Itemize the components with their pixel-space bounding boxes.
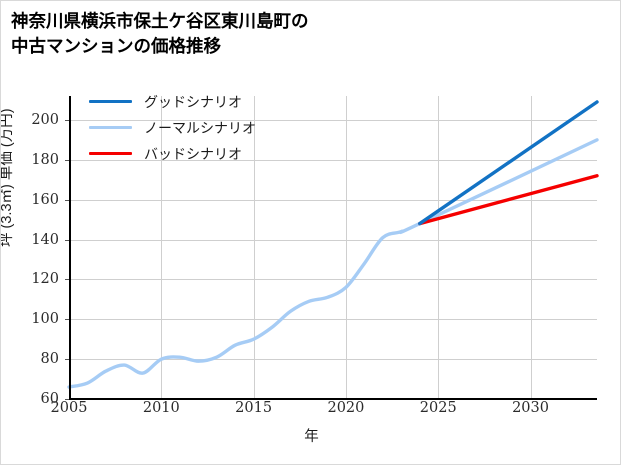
plot-area: 200 180 160 140 120 100 80 60 2005 2010 2015 2020 2…: [31, 96, 599, 416]
y-tick-label: 160: [31, 191, 59, 208]
legend-color-swatch: [89, 151, 132, 156]
y-tick-label: 140: [31, 231, 59, 248]
x-tick-label: 2010: [142, 400, 180, 416]
y-tick-label: 180: [31, 151, 59, 168]
x-tick-label: 2025: [419, 400, 457, 416]
y-axis-line: [69, 96, 71, 399]
y-tick-mark: [65, 239, 69, 241]
gridline-vertical: [253, 96, 255, 399]
x-tick-label: 2015: [235, 400, 273, 416]
legend-item[interactable]: バッドシナリオ: [89, 145, 256, 162]
legend-item[interactable]: グッドシナリオ: [89, 93, 256, 110]
legend-item-label: ノーマルシナリオ: [144, 119, 256, 136]
gridline-horizontal: [69, 199, 597, 201]
x-tick-label: 2020: [327, 400, 365, 416]
y-tick-mark: [65, 119, 69, 121]
gridline-horizontal: [69, 279, 597, 281]
y-tick-label: 60: [40, 391, 59, 407]
x-tick-label: 2005: [50, 400, 88, 416]
legend-color-swatch: [89, 125, 132, 130]
page-title: 神奈川県横浜市保土ケ谷区東川島町の 中古マンションの価格推移: [11, 11, 309, 56]
x-axis-title: 年: [304, 429, 319, 445]
y-tick-mark: [65, 199, 69, 201]
gridline-vertical: [438, 96, 440, 399]
legend-item-label: グッドシナリオ: [144, 93, 242, 110]
y-axis-title: 坪 (3.3㎡) 単価 (万円): [0, 108, 15, 247]
gridline-horizontal: [69, 239, 597, 241]
y-tick-mark: [65, 399, 69, 400]
legend-item[interactable]: ノーマルシナリオ: [89, 119, 256, 136]
y-tick-label: 80: [40, 351, 59, 368]
series-line: [67, 138, 599, 389]
chart-legend: グッドシナリオ ノーマルシナリオ バッドシナリオ: [89, 93, 256, 162]
gridline-horizontal: [69, 159, 597, 161]
y-tick-label: 200: [31, 111, 59, 128]
legend-color-swatch: [89, 99, 132, 104]
gridline-horizontal: [69, 119, 597, 121]
y-tick-mark: [65, 359, 69, 361]
chart-lines: [67, 100, 599, 389]
gridline-horizontal: [69, 319, 597, 321]
series-line: [418, 100, 599, 226]
x-tick-label: 2030: [512, 400, 549, 416]
gridline-vertical: [345, 96, 347, 399]
y-tick-label: 120: [31, 271, 59, 288]
gridline-vertical: [161, 96, 163, 399]
y-tick-label: 100: [31, 311, 59, 328]
x-axis-line: [69, 398, 597, 400]
y-tick-mark: [65, 279, 69, 281]
y-tick-mark: [65, 159, 69, 161]
y-tick-mark: [65, 319, 69, 321]
gridline-vertical: [530, 96, 532, 399]
series-line: [418, 174, 599, 226]
legend-item-label: バッドシナリオ: [144, 145, 242, 162]
plot-background: [69, 96, 597, 399]
gridline-horizontal: [69, 359, 597, 361]
